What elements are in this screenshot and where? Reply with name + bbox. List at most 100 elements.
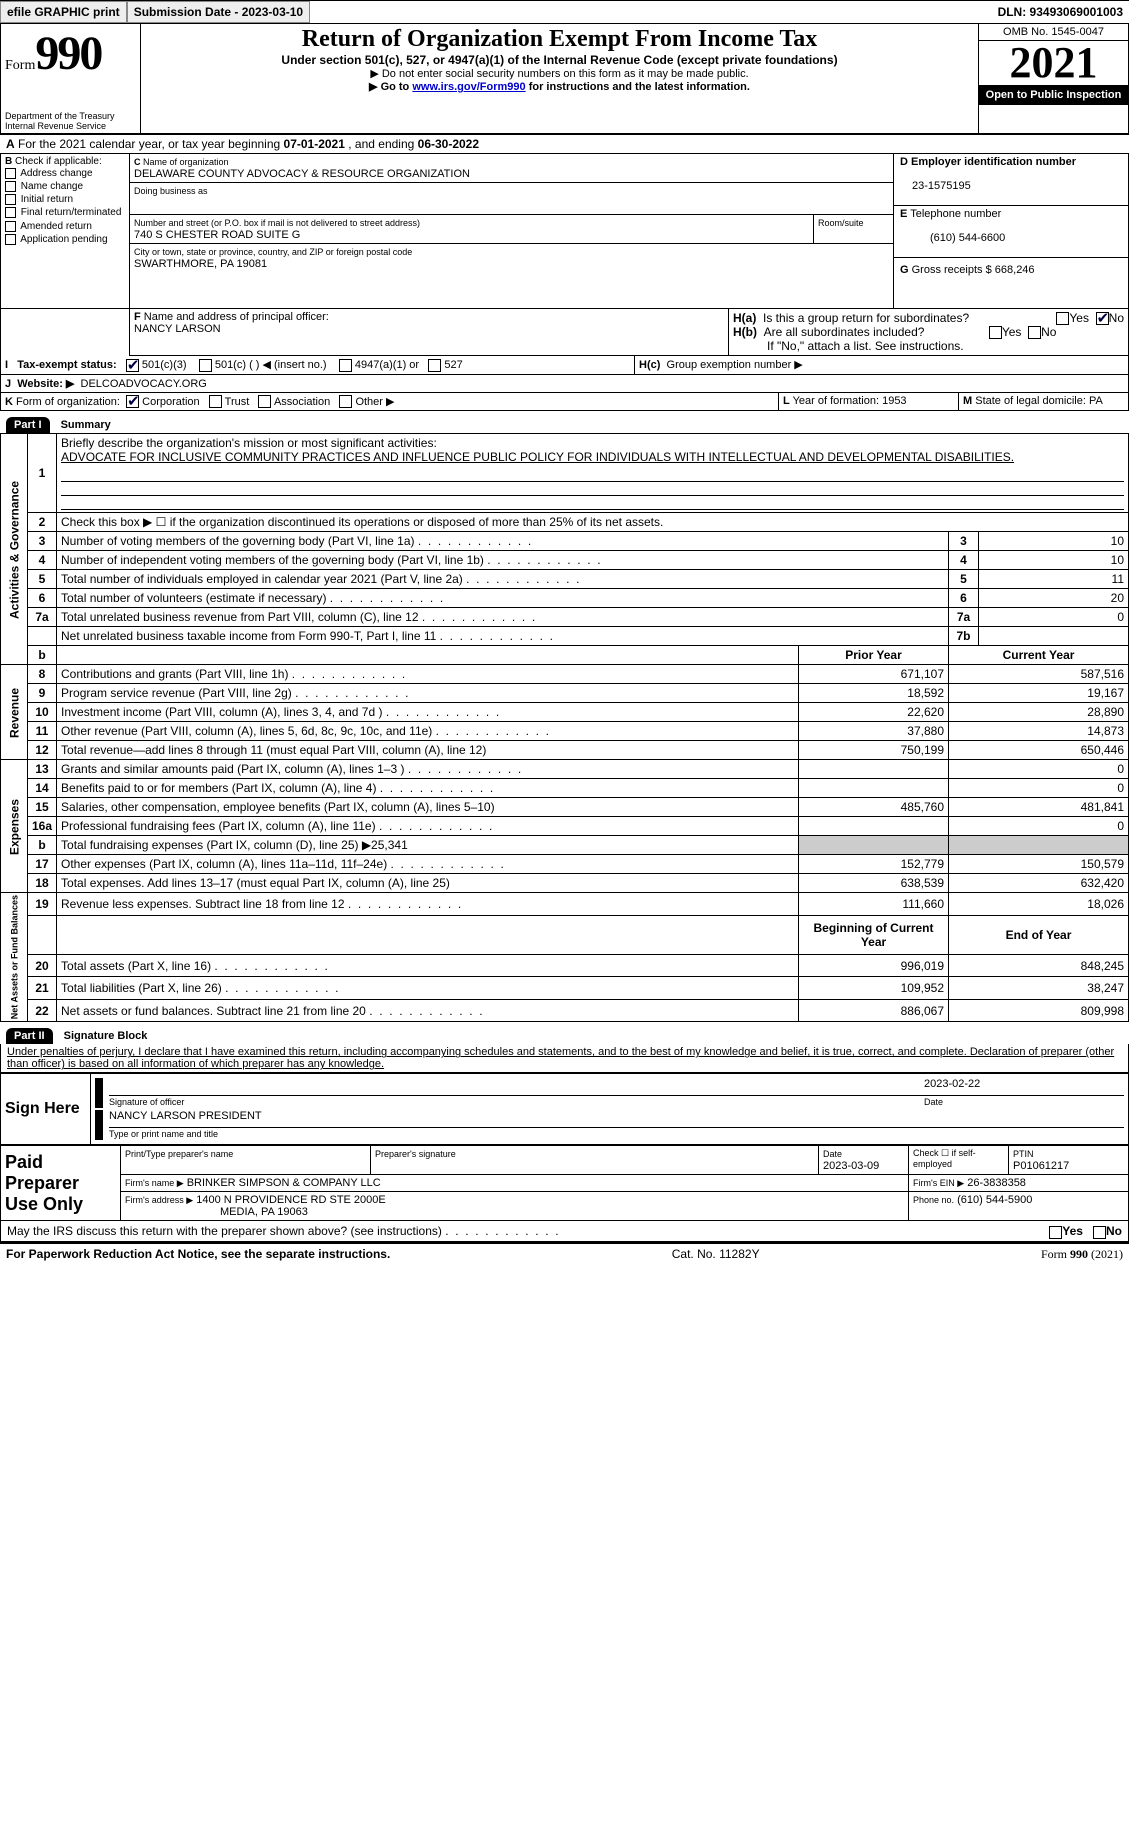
chk-501c3[interactable]: [126, 359, 139, 372]
chk-amended[interactable]: Amended return: [20, 221, 92, 232]
vlabel-revenue: Revenue: [1, 665, 28, 760]
org-name: DELAWARE COUNTY ADVOCACY & RESOURCE ORGA…: [134, 168, 470, 180]
vlabel-expenses: Expenses: [1, 760, 28, 893]
chk-other[interactable]: [339, 395, 352, 408]
check-if-applicable: Check if applicable:: [15, 156, 102, 167]
preparer-name-label: Print/Type preparer's name: [125, 1149, 233, 1159]
form-title: Return of Organization Exempt From Incom…: [145, 26, 974, 53]
org-name-label: Name of organization: [143, 157, 229, 167]
line-2: Check this box ▶ ☐ if the organization d…: [57, 513, 1129, 532]
tax-status-label: Tax-exempt status:: [17, 359, 116, 371]
firm-addr1: 1400 N PROVIDENCE RD STE 2000E: [196, 1194, 386, 1206]
footer: For Paperwork Reduction Act Notice, see …: [0, 1242, 1129, 1265]
dept-treasury: Department of the Treasury: [5, 111, 136, 121]
chk-501c[interactable]: [199, 359, 212, 372]
pra-notice: For Paperwork Reduction Act Notice, see …: [6, 1247, 390, 1262]
chk-name-change[interactable]: Name change: [21, 181, 83, 192]
efile-print-button[interactable]: efile GRAPHIC print: [0, 1, 127, 23]
header-table: Form990 Department of the Treasury Inter…: [0, 23, 1129, 134]
chk-address-change[interactable]: Address change: [20, 168, 92, 179]
firm-ein: 26-3838358: [967, 1177, 1026, 1189]
phone-value: (610) 544-6600: [900, 232, 1005, 244]
phone-label: Telephone number: [910, 208, 1001, 220]
hb-label: Are all subordinates included?: [764, 325, 925, 339]
chk-corp[interactable]: [126, 395, 139, 408]
hc-label: Group exemption number ▶: [667, 359, 803, 371]
year-formation-label: Year of formation:: [793, 395, 879, 407]
street-address: 740 S CHESTER ROAD SUITE G: [134, 229, 300, 241]
form-990-label: Form990: [5, 26, 136, 81]
officer-name-title: NANCY LARSON PRESIDENT: [109, 1110, 262, 1122]
vlabel-netassets: Net Assets or Fund Balances: [1, 893, 28, 1022]
ha-label: Is this a group return for subordinates?: [763, 311, 969, 325]
firm-phone: (610) 544-5900: [957, 1194, 1032, 1206]
tax-year: 2021: [979, 41, 1128, 85]
room-label: Room/suite: [818, 218, 864, 228]
website-label: Website: ▶: [17, 378, 74, 390]
hb-no[interactable]: [1028, 326, 1041, 339]
ein-value: 23-1575195: [900, 180, 971, 192]
dba-label: Doing business as: [134, 186, 208, 196]
preparer-table: Paid Preparer Use Only Print/Type prepar…: [0, 1145, 1129, 1221]
preparer-sig-label: Preparer's signature: [375, 1149, 456, 1159]
address-label: Number and street (or P.O. box if mail i…: [134, 218, 420, 228]
part1-title: Summary: [53, 417, 119, 433]
mission-label: Briefly describe the organization's miss…: [61, 436, 437, 450]
catalog-no: Cat. No. 11282Y: [672, 1247, 760, 1262]
state-domicile-label: State of legal domicile:: [975, 395, 1086, 407]
officer-label: Name and address of principal officer:: [144, 311, 329, 323]
chk-527[interactable]: [428, 359, 441, 372]
col-begin-year: Beginning of Current Year: [799, 915, 949, 954]
preparer-date: 2023-03-09: [823, 1160, 879, 1172]
chk-initial-return[interactable]: Initial return: [21, 194, 73, 205]
self-employed-check[interactable]: Check ☐ if self-employed: [909, 1146, 1009, 1175]
gross-receipts-label: Gross receipts $: [912, 264, 992, 276]
ha-no[interactable]: [1096, 312, 1109, 325]
signature-table: Sign Here Signature of officer 2023-02-2…: [0, 1073, 1129, 1145]
chk-assoc[interactable]: [258, 395, 271, 408]
ein-label: Employer identification number: [911, 156, 1076, 168]
city-state-zip: SWARTHMORE, PA 19081: [134, 258, 267, 270]
form-subtitle-1: Under section 501(c), 527, or 4947(a)(1)…: [145, 53, 974, 67]
section-a-period: A For the 2021 calendar year, or tax yea…: [0, 134, 1129, 154]
penalty-statement: Under penalties of perjury, I declare th…: [0, 1044, 1129, 1073]
dept-irs: Internal Revenue Service: [5, 121, 136, 131]
ha-yes[interactable]: [1056, 312, 1069, 325]
form-org-label: Form of organization:: [16, 396, 120, 408]
part2-header: Part II: [6, 1028, 53, 1044]
header-row-bcde: B Check if applicable: Address change Na…: [0, 154, 1129, 309]
discuss-yes[interactable]: [1049, 1226, 1062, 1239]
chk-4947[interactable]: [339, 359, 352, 372]
discuss-row: May the IRS discuss this return with the…: [0, 1221, 1129, 1242]
mission-text: ADVOCATE FOR INCLUSIVE COMMUNITY PRACTIC…: [61, 450, 1014, 464]
gross-receipts-value: 668,246: [995, 264, 1035, 276]
dln-label: DLN: 93493069001003: [992, 1, 1129, 23]
summary-table: Activities & Governance 1 Briefly descri…: [0, 433, 1129, 1022]
open-to-public: Open to Public Inspection: [979, 85, 1128, 105]
chk-app-pending[interactable]: Application pending: [20, 234, 107, 245]
hb-note: If "No," attach a list. See instructions…: [733, 339, 1124, 353]
discuss-no[interactable]: [1093, 1226, 1106, 1239]
part1-header: Part I: [6, 417, 50, 433]
part2-title: Signature Block: [56, 1028, 156, 1044]
col-end-year: End of Year: [949, 915, 1129, 954]
sig-date: 2023-02-22: [924, 1078, 1124, 1096]
officer-name: NANCY LARSON: [134, 323, 221, 335]
paid-preparer-label: Paid Preparer Use Only: [1, 1146, 121, 1221]
sig-officer-label: Signature of officer: [109, 1097, 184, 1107]
year-formation: 1953: [882, 395, 906, 407]
chk-trust[interactable]: [209, 395, 222, 408]
col-current-year: Current Year: [949, 646, 1129, 665]
chk-final-return[interactable]: Final return/terminated: [21, 208, 122, 219]
submission-date-button[interactable]: Submission Date - 2023-03-10: [127, 1, 310, 23]
sign-here-label: Sign Here: [1, 1074, 91, 1145]
website-value: DELCOADVOCACY.ORG: [81, 378, 207, 390]
city-label: City or town, state or province, country…: [134, 247, 412, 257]
firm-name: BRINKER SIMPSON & COMPANY LLC: [187, 1177, 381, 1189]
irs-link[interactable]: www.irs.gov/Form990: [412, 81, 525, 93]
form-subtitle-2: ▶ Do not enter social security numbers o…: [145, 67, 974, 80]
top-bar: efile GRAPHIC print Submission Date - 20…: [0, 0, 1129, 23]
form-subtitle-3: ▶ Go to www.irs.gov/Form990 for instruct…: [145, 80, 974, 93]
vlabel-activities: Activities & Governance: [1, 434, 28, 665]
hb-yes[interactable]: [989, 326, 1002, 339]
